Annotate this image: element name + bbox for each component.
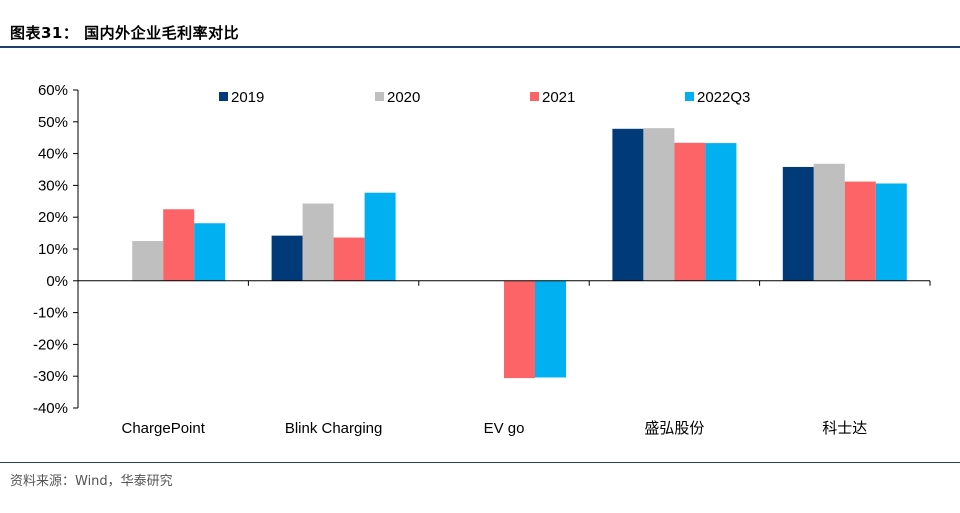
y-tick-label: -30% <box>33 368 68 385</box>
bar-2021-1 <box>333 237 365 281</box>
bar-2020-0 <box>132 241 164 281</box>
x-category-label: Blink Charging <box>285 420 383 437</box>
x-category-label: ChargePoint <box>122 420 206 437</box>
y-tick-label: 10% <box>38 241 68 258</box>
x-category-label: 盛弘股份 <box>644 420 704 437</box>
y-tick-label: 30% <box>38 177 68 194</box>
y-tick-label: -10% <box>33 305 68 322</box>
y-axis: 60% 50% 40% 30% 20% 10% 0% -10% -20% -30% -40% <box>33 82 79 417</box>
y-tick-label: 20% <box>38 209 68 226</box>
legend-swatch-2019 <box>219 92 228 101</box>
legend-label-2022q3: 2022Q3 <box>697 89 750 106</box>
x-category-label: EV go <box>484 420 525 437</box>
bar-2022q3-1 <box>364 192 396 281</box>
source-note: 资料来源：Wind，华泰研究 <box>10 474 173 489</box>
bar-2021-3 <box>674 142 706 281</box>
bar-2019-3 <box>612 128 644 281</box>
bar-2019-4 <box>782 166 814 281</box>
legend-swatch-2021 <box>530 92 539 101</box>
bars-group <box>132 128 907 379</box>
legend-label-2019: 2019 <box>231 89 264 106</box>
bar-2022q3-0 <box>194 223 226 281</box>
legend-label-2021: 2021 <box>542 89 575 106</box>
bar-2019-1 <box>271 235 303 281</box>
legend: 2019 2020 2021 2022Q3 <box>219 89 750 106</box>
source-rule <box>0 462 960 463</box>
x-axis: ChargePoint Blink Charging EV go 盛弘股份 科士达 <box>77 280 931 437</box>
bar-2022q3-2 <box>535 280 566 378</box>
y-tick-label: 60% <box>38 82 68 99</box>
figure-title: 图表31： 国内外企业毛利率对比 <box>10 24 240 42</box>
legend-swatch-2020 <box>375 92 384 101</box>
bar-chart: 60% 50% 40% 30% 20% 10% 0% -10% -20% -30% -40% Cha… <box>33 82 931 437</box>
bar-2022q3-3 <box>705 143 737 281</box>
bar-2021-4 <box>844 181 876 281</box>
bar-2021-2 <box>504 280 535 379</box>
legend-label-2020: 2020 <box>387 89 420 106</box>
title-rule <box>0 46 960 48</box>
x-category-label: 科士达 <box>822 420 867 437</box>
bar-2020-3 <box>643 128 675 281</box>
y-tick-label: 0% <box>46 273 68 290</box>
y-tick-label: -20% <box>33 336 68 353</box>
y-tick-label: 40% <box>38 146 68 163</box>
bar-2021-0 <box>163 209 195 281</box>
bar-2020-1 <box>302 203 334 281</box>
y-tick-label: -40% <box>33 400 68 417</box>
y-tick-label: 50% <box>38 114 68 131</box>
bar-2020-4 <box>813 163 845 281</box>
legend-swatch-2022q3 <box>685 92 694 101</box>
bar-2022q3-4 <box>875 183 907 281</box>
